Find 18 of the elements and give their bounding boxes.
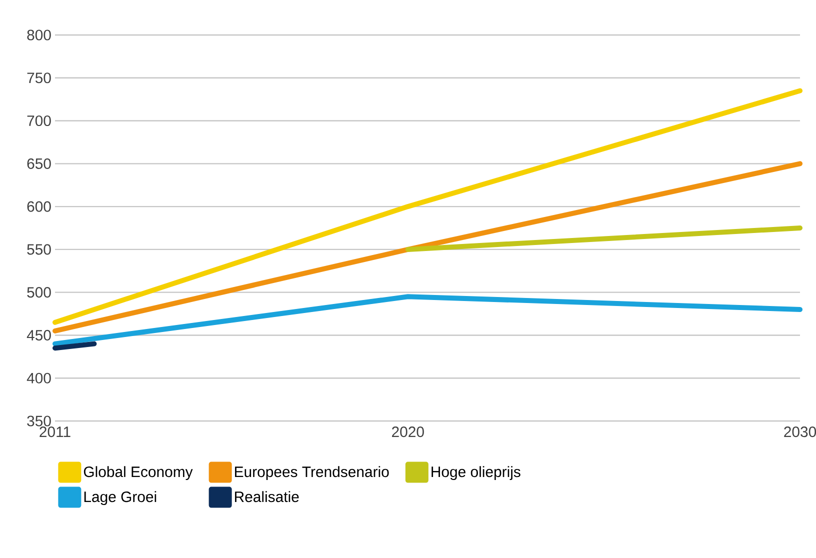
- y-tick-label: 600: [27, 201, 51, 212]
- x-tick-label: 2020: [392, 426, 424, 438]
- legend-label: Realisatie: [235, 491, 299, 502]
- y-tick-label: 800: [27, 30, 51, 40]
- legend-label: Hoge olieprijs: [432, 466, 520, 480]
- y-tick-label: 750: [27, 72, 51, 84]
- y-tick-label: 350: [27, 416, 51, 426]
- y-tick-label: 500: [27, 287, 51, 298]
- legend-label: Europees Trendsenario: [235, 466, 389, 480]
- y-tick-label: 400: [26, 372, 51, 384]
- legend-label: Global Economy: [84, 466, 193, 480]
- legend-label: Lage Groei: [84, 491, 156, 506]
- x-tick-label: 2011: [40, 426, 70, 438]
- y-tick-label: 700: [27, 115, 51, 126]
- y-tick-label: 650: [27, 158, 51, 169]
- y-tick-label: 450: [26, 330, 51, 341]
- y-tick-label: 550: [27, 244, 51, 255]
- x-tick-label: 2030: [784, 426, 816, 438]
